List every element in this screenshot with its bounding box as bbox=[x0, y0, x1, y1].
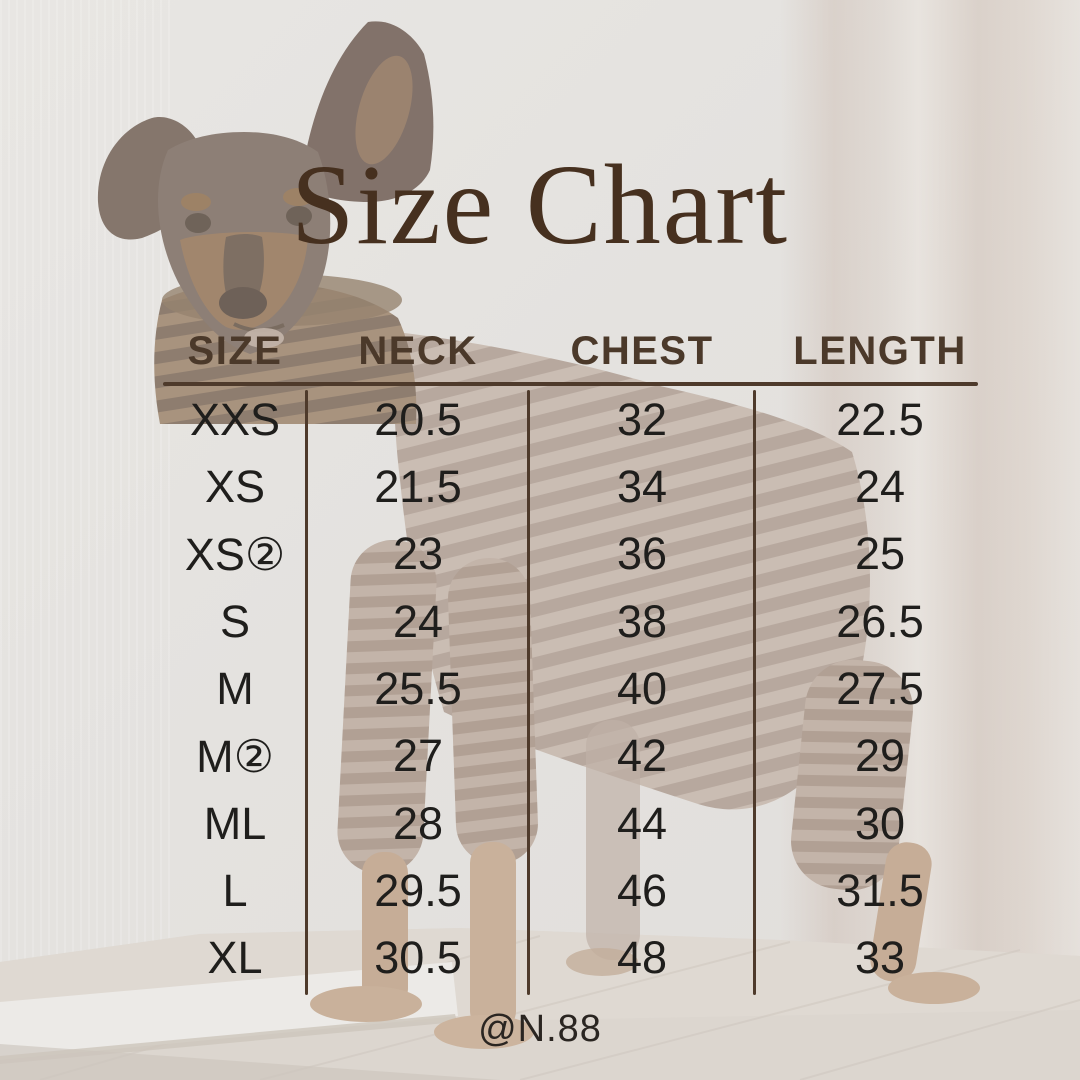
cell-size: M② bbox=[196, 730, 274, 782]
cell-chest: 38 bbox=[616, 595, 668, 647]
cell-neck: 28 bbox=[392, 797, 444, 849]
cell-size: XS② bbox=[184, 528, 286, 580]
dog-eye bbox=[185, 213, 211, 233]
table-row: M② 27 42 29 bbox=[163, 723, 1008, 790]
cell-neck: 23 bbox=[392, 528, 444, 580]
cell-neck: 29.5 bbox=[374, 864, 462, 916]
column-divider bbox=[305, 390, 308, 995]
cell-chest: 44 bbox=[616, 797, 668, 849]
table-row: XXS 20.5 32 22.5 bbox=[163, 386, 1008, 453]
dog-front-sleeve bbox=[337, 540, 437, 874]
cell-neck: 30.5 bbox=[374, 932, 462, 984]
cell-size: ML bbox=[203, 797, 267, 849]
column-divider bbox=[753, 390, 756, 995]
cell-length: 29 bbox=[854, 730, 906, 782]
cell-neck: 24 bbox=[392, 595, 444, 647]
table-row: XL 30.5 48 33 bbox=[163, 925, 1008, 992]
cell-chest: 42 bbox=[616, 730, 668, 782]
header-neck: NECK bbox=[358, 328, 478, 373]
table-header-row: SIZE NECK CHEST LENGTH bbox=[163, 320, 1008, 382]
cell-neck: 25.5 bbox=[374, 662, 462, 714]
table-row: L 29.5 46 31.5 bbox=[163, 857, 1008, 924]
cell-chest: 36 bbox=[616, 528, 668, 580]
cell-size: XS bbox=[204, 460, 266, 512]
header-chest: CHEST bbox=[570, 328, 714, 373]
dog-figure bbox=[97, 21, 980, 1049]
cell-size: S bbox=[219, 595, 250, 647]
cell-neck: 27 bbox=[392, 730, 444, 782]
cell-neck: 20.5 bbox=[374, 393, 462, 445]
table-body: XXS 20.5 32 22.5 XS 21.5 34 24 XS② 23 36… bbox=[163, 386, 1008, 995]
cell-chest: 32 bbox=[616, 393, 668, 445]
size-table: SIZE NECK CHEST LENGTH XXS 20.5 32 22.5 … bbox=[163, 320, 1008, 995]
cell-length: 27.5 bbox=[836, 662, 924, 714]
cell-neck: 21.5 bbox=[374, 460, 462, 512]
page-title: Size Chart bbox=[290, 141, 790, 268]
cell-length: 25 bbox=[854, 528, 906, 580]
table-row: ML 28 44 30 bbox=[163, 790, 1008, 857]
header-size: SIZE bbox=[187, 328, 283, 373]
cell-chest: 46 bbox=[616, 864, 668, 916]
cell-length: 22.5 bbox=[836, 393, 924, 445]
table-row: XS 21.5 34 24 bbox=[163, 453, 1008, 520]
cell-length: 30 bbox=[854, 797, 906, 849]
table-row: XS② 23 36 25 bbox=[163, 521, 1008, 588]
watermark: @N.88 bbox=[478, 1008, 602, 1050]
dog-nose bbox=[219, 287, 267, 319]
table-row: S 24 38 26.5 bbox=[163, 588, 1008, 655]
table-row: M 25.5 40 27.5 bbox=[163, 655, 1008, 722]
cell-size: XL bbox=[207, 932, 263, 984]
cell-size: XXS bbox=[189, 393, 281, 445]
cell-length: 31.5 bbox=[836, 864, 924, 916]
wood-floor bbox=[0, 928, 1080, 1080]
header-rule bbox=[163, 382, 978, 386]
cell-chest: 48 bbox=[616, 932, 668, 984]
cell-length: 26.5 bbox=[836, 595, 924, 647]
header-length: LENGTH bbox=[793, 328, 967, 373]
cell-length: 24 bbox=[854, 460, 906, 512]
cell-chest: 34 bbox=[616, 460, 668, 512]
cell-size: L bbox=[222, 864, 248, 916]
cell-size: M bbox=[216, 662, 254, 714]
cell-length: 33 bbox=[854, 932, 906, 984]
dog-hind-sleeve bbox=[791, 659, 913, 891]
dog-eye bbox=[286, 206, 312, 226]
cell-chest: 40 bbox=[616, 662, 668, 714]
column-divider bbox=[527, 390, 530, 995]
